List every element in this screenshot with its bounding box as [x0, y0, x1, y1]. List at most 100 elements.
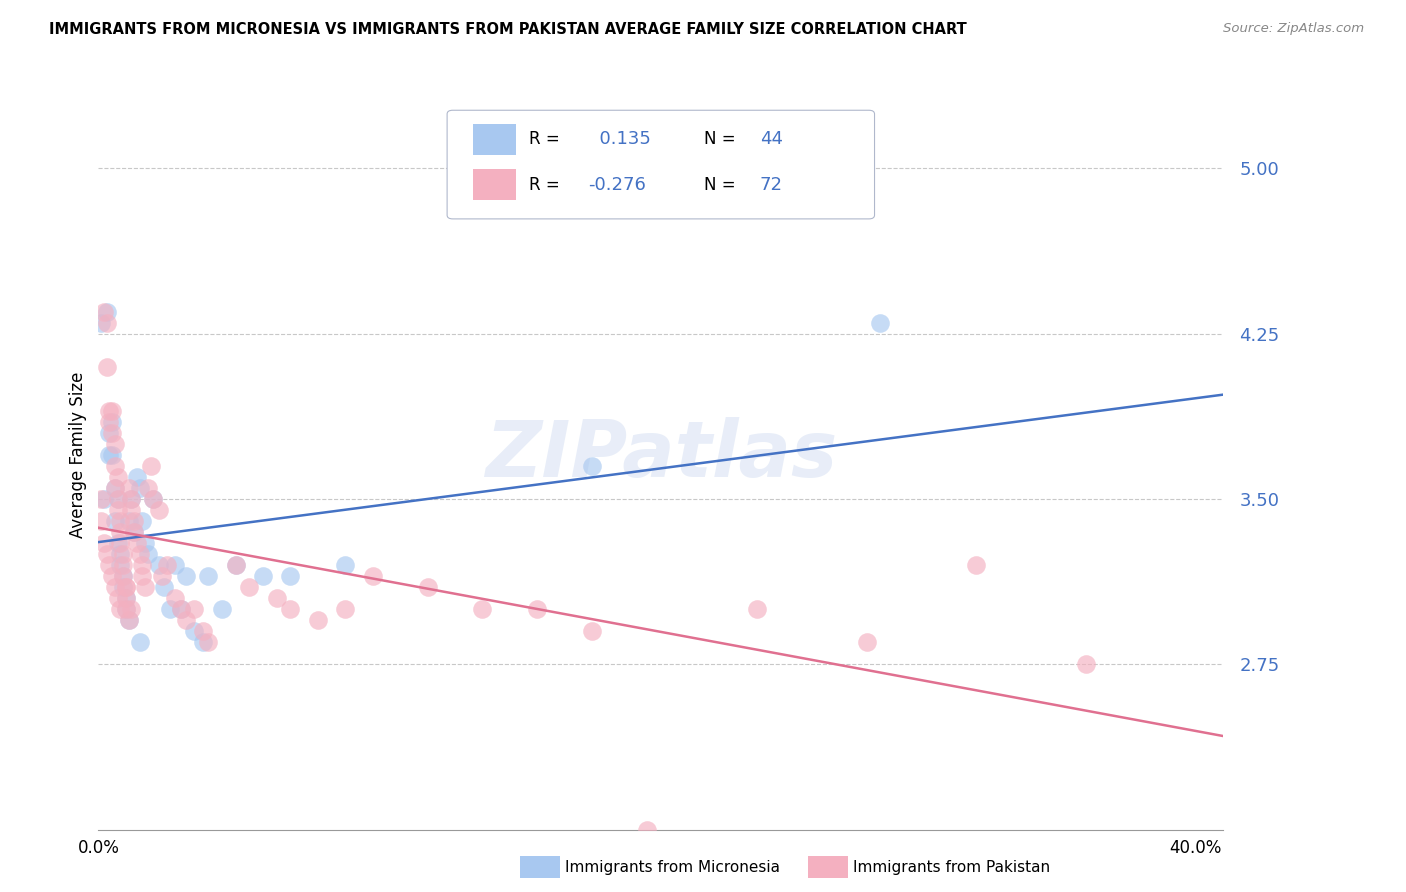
Text: N =: N =: [703, 177, 741, 194]
Point: [636, 822, 658, 837]
Point: [335, 558, 357, 573]
Point: [112, 569, 135, 583]
FancyBboxPatch shape: [472, 169, 516, 200]
Point: [122, 524, 145, 539]
FancyBboxPatch shape: [447, 111, 875, 219]
Point: [93, 304, 115, 318]
Point: [174, 613, 197, 627]
Point: [855, 635, 877, 649]
Point: [128, 481, 150, 495]
Point: [96, 359, 118, 374]
Point: [110, 558, 132, 573]
Point: [745, 602, 768, 616]
Text: 0.135: 0.135: [588, 130, 651, 148]
Point: [110, 602, 132, 616]
Point: [183, 602, 205, 616]
Point: [117, 613, 139, 627]
Point: [131, 514, 153, 528]
Point: [165, 558, 187, 573]
Point: [120, 491, 142, 506]
Point: [115, 602, 138, 616]
Point: [90, 514, 112, 528]
Point: [581, 458, 603, 473]
Point: [115, 591, 138, 606]
Point: [98, 558, 121, 573]
Point: [148, 558, 170, 573]
Text: ZIPatlas: ZIPatlas: [485, 417, 837, 493]
Text: IMMIGRANTS FROM MICRONESIA VS IMMIGRANTS FROM PAKISTAN AVERAGE FAMILY SIZE CORRE: IMMIGRANTS FROM MICRONESIA VS IMMIGRANTS…: [49, 22, 967, 37]
Point: [150, 569, 173, 583]
Point: [96, 304, 118, 318]
Point: [156, 558, 179, 573]
Point: [107, 491, 129, 506]
Point: [134, 536, 156, 550]
Point: [125, 536, 148, 550]
Point: [98, 425, 121, 440]
Point: [142, 491, 165, 506]
Point: [107, 536, 129, 550]
Text: R =: R =: [529, 177, 565, 194]
Point: [131, 569, 153, 583]
Point: [107, 591, 129, 606]
Point: [107, 470, 129, 484]
Point: [120, 602, 142, 616]
Point: [416, 580, 439, 594]
Point: [98, 415, 121, 429]
Point: [115, 580, 138, 594]
Point: [148, 503, 170, 517]
Point: [120, 503, 142, 517]
Text: R =: R =: [529, 130, 565, 148]
Point: [110, 524, 132, 539]
Point: [142, 491, 165, 506]
Point: [110, 547, 132, 561]
Point: [101, 404, 124, 418]
Point: [117, 481, 139, 495]
Point: [96, 316, 118, 330]
Point: [107, 503, 129, 517]
Point: [117, 613, 139, 627]
Point: [965, 558, 987, 573]
Point: [361, 569, 384, 583]
Point: [112, 547, 135, 561]
Point: [211, 602, 233, 616]
Text: -0.276: -0.276: [588, 177, 645, 194]
Point: [115, 602, 138, 616]
Point: [112, 580, 135, 594]
Point: [307, 613, 329, 627]
Point: [96, 547, 118, 561]
Y-axis label: Average Family Size: Average Family Size: [69, 372, 87, 538]
Point: [1074, 657, 1097, 672]
Point: [104, 580, 127, 594]
Point: [136, 547, 159, 561]
Point: [98, 448, 121, 462]
Text: 72: 72: [759, 177, 783, 194]
Point: [197, 635, 219, 649]
Point: [183, 624, 205, 639]
Point: [238, 580, 260, 594]
Point: [191, 635, 214, 649]
Point: [131, 558, 153, 573]
Point: [335, 602, 357, 616]
Point: [120, 491, 142, 506]
Point: [471, 602, 494, 616]
Point: [280, 602, 302, 616]
Point: [104, 514, 127, 528]
Point: [101, 569, 124, 583]
Point: [93, 536, 115, 550]
Point: [122, 514, 145, 528]
Point: [117, 514, 139, 528]
Point: [112, 569, 135, 583]
Point: [115, 591, 138, 606]
Point: [191, 624, 214, 639]
Point: [869, 316, 891, 330]
Point: [112, 558, 135, 573]
Point: [125, 470, 148, 484]
Text: N =: N =: [703, 130, 741, 148]
Point: [280, 569, 302, 583]
Point: [101, 425, 124, 440]
FancyBboxPatch shape: [472, 124, 516, 155]
Point: [98, 404, 121, 418]
Point: [90, 491, 112, 506]
Point: [110, 514, 132, 528]
Text: 44: 44: [759, 130, 783, 148]
